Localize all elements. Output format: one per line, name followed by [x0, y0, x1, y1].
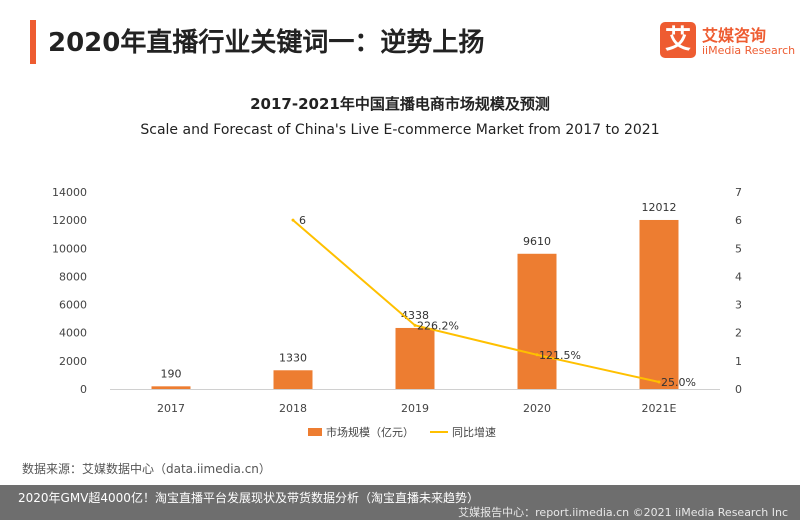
- data-source: 数据来源：艾媒数据中心（data.iimedia.cn）: [22, 462, 271, 476]
- bar-data-label: 9610: [523, 235, 551, 248]
- y-right-tick-label: 7: [735, 186, 742, 199]
- y-right-tick-label: 1: [735, 355, 742, 368]
- x-tick-label: 2020: [523, 402, 551, 415]
- y-right-tick-label: 4: [735, 270, 742, 283]
- article-caption: 2020年GMV超4000亿！淘宝直播平台发展现状及带货数据分析（淘宝直播未来趋…: [18, 491, 479, 505]
- bar: [517, 253, 557, 389]
- growth-point: [291, 218, 295, 222]
- x-tick-label: 2019: [401, 402, 429, 415]
- brand-logo: 艾 艾媒咨询 iiMedia Research: [660, 22, 795, 62]
- y-right-tick-label: 0: [735, 383, 742, 396]
- growth-line: [292, 219, 660, 383]
- y-right-tick-label: 3: [735, 299, 742, 312]
- legend-swatch-bar: [308, 428, 322, 436]
- logo-name-en: iiMedia Research: [702, 44, 796, 57]
- y-left-tick-label: 6000: [59, 299, 87, 312]
- logo-glyph-icon: 艾: [660, 22, 696, 58]
- bar-data-label: 12012: [642, 201, 677, 214]
- bar: [273, 370, 313, 389]
- legend-label-line: 同比增速: [452, 425, 496, 439]
- growth-point: [657, 380, 661, 384]
- bar: [151, 386, 191, 389]
- footer-copyright: 艾媒报告中心：report.iimedia.cn ©2021 iiMedia R…: [458, 506, 788, 519]
- bar: [395, 327, 435, 389]
- bar-data-label: 190: [161, 367, 182, 380]
- y-left-tick-label: 8000: [59, 270, 87, 283]
- chart-subtitle: Scale and Forecast of China's Live E-com…: [140, 122, 660, 138]
- y-left-tick-label: 14000: [52, 186, 87, 199]
- growth-data-label: 25.0%: [661, 376, 696, 389]
- x-tick-label: 2018: [279, 402, 307, 415]
- x-tick-label: 2021E: [642, 402, 677, 415]
- bar-data-label: 1330: [279, 351, 307, 364]
- page-title: 2020年直播行业关键词一：逆势上扬: [48, 28, 485, 58]
- y-left-tick-label: 4000: [59, 327, 87, 340]
- caption-strip: [0, 485, 800, 520]
- x-tick-label: 2017: [157, 402, 185, 415]
- growth-data-label: 226.2%: [417, 319, 459, 332]
- bar: [639, 219, 679, 389]
- growth-data-label: 6: [299, 214, 306, 227]
- growth-data-label: 121.5%: [539, 349, 581, 362]
- growth-point: [413, 323, 417, 327]
- y-right-tick-label: 5: [735, 242, 742, 255]
- y-left-tick-label: 2000: [59, 355, 87, 368]
- logo-name-cn: 艾媒咨询: [702, 26, 767, 45]
- y-right-tick-label: 2: [735, 327, 742, 340]
- y-right-tick-label: 6: [735, 214, 742, 227]
- y-left-tick-label: 12000: [52, 214, 87, 227]
- title-accent-bar: [30, 20, 36, 64]
- legend-label-bar: 市场规模（亿元）: [326, 425, 414, 439]
- growth-point: [535, 353, 539, 357]
- chart-title: 2017-2021年中国直播电商市场规模及预测: [250, 95, 550, 113]
- y-left-tick-label: 10000: [52, 242, 87, 255]
- y-left-tick-label: 0: [80, 383, 87, 396]
